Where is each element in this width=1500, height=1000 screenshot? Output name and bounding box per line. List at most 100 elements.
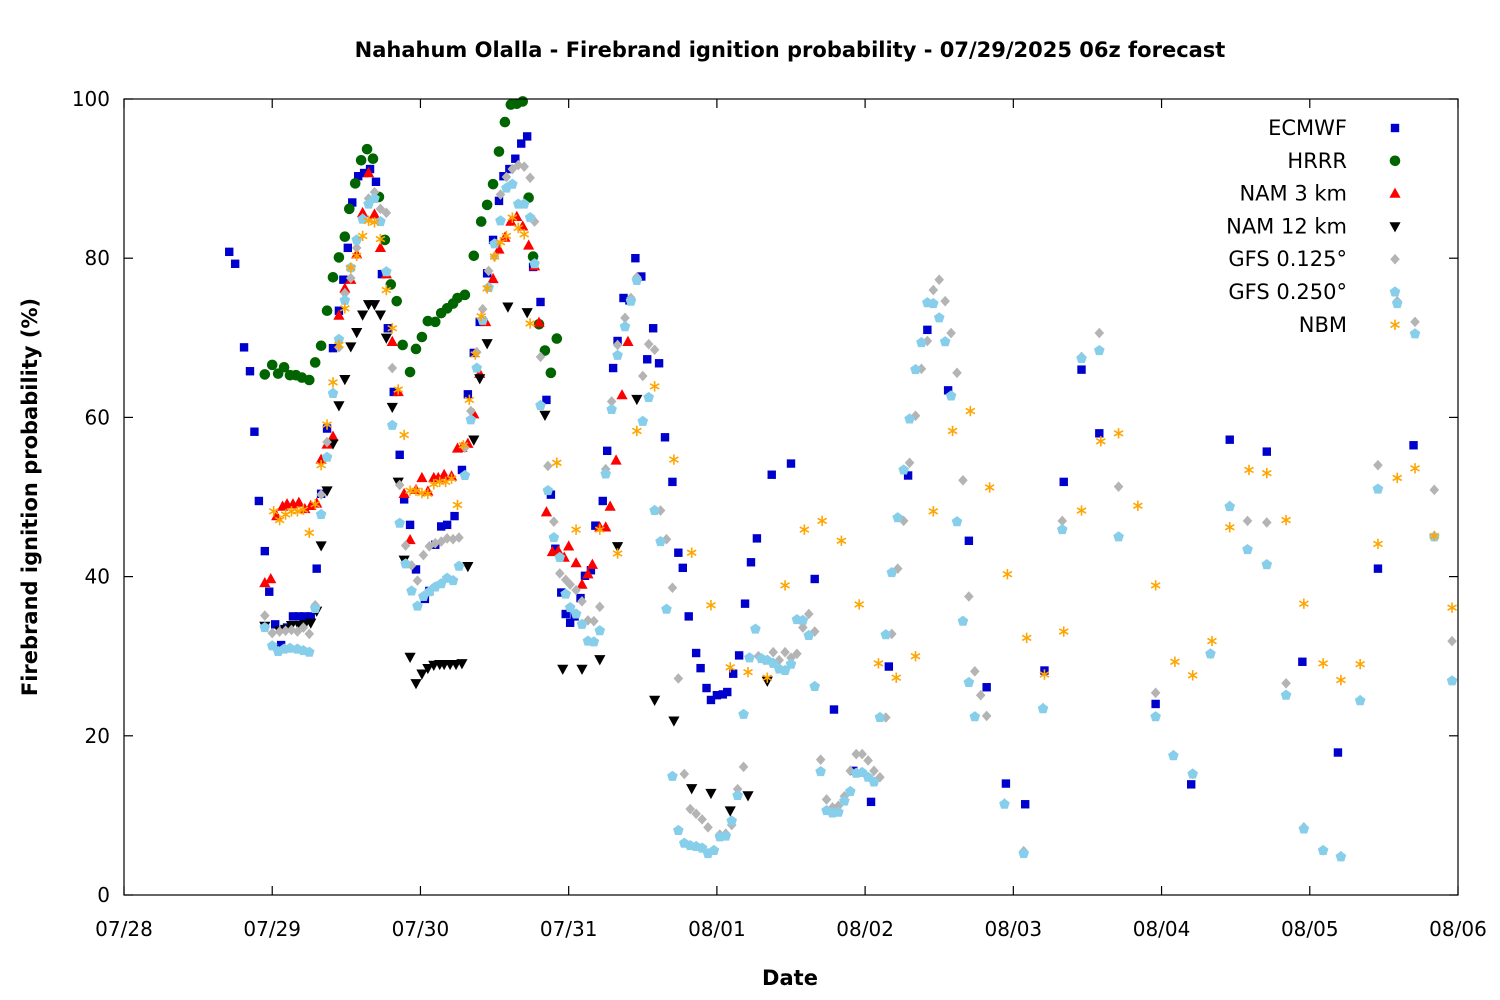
data-point — [383, 324, 393, 333]
data-point — [643, 355, 652, 364]
data-point — [254, 496, 264, 506]
data-point — [1410, 463, 1420, 474]
data-point — [345, 342, 357, 353]
legend-item: ECMWF — [1268, 116, 1400, 140]
data-point — [448, 533, 458, 545]
data-point — [357, 206, 369, 218]
data-point — [1333, 748, 1343, 757]
data-point — [493, 146, 505, 157]
data-point — [1168, 750, 1179, 761]
data-point — [315, 508, 327, 520]
data-point — [1298, 823, 1310, 834]
data-point — [293, 496, 305, 507]
data-point — [422, 488, 433, 500]
data-point — [619, 293, 628, 303]
data-point — [673, 673, 684, 684]
data-point — [1039, 669, 1050, 680]
data-point — [561, 609, 570, 619]
data-point — [975, 689, 986, 701]
asterisk-stroke — [470, 351, 481, 358]
data-point — [649, 695, 661, 706]
data-point — [576, 664, 588, 675]
data-point — [1187, 768, 1199, 779]
data-point — [459, 289, 471, 301]
legend-item: NBM — [1299, 313, 1400, 337]
asterisk-stroke — [495, 238, 506, 246]
asterisk-stroke — [393, 386, 404, 393]
y-tick-label: 60 — [85, 405, 110, 429]
data-point — [712, 691, 722, 700]
data-point — [406, 585, 417, 596]
data-point — [606, 403, 617, 414]
data-point — [684, 612, 693, 621]
data-point — [266, 640, 278, 651]
data-point — [462, 562, 474, 573]
data-point — [1373, 564, 1383, 573]
data-point — [798, 622, 808, 633]
data-point — [250, 427, 259, 436]
data-point — [591, 521, 600, 530]
data-point — [803, 608, 814, 620]
data-point — [969, 711, 981, 722]
asterisk-stroke — [381, 286, 392, 294]
data-point — [404, 652, 416, 663]
data-point — [398, 487, 410, 499]
data-point — [369, 192, 380, 204]
data-point — [1298, 657, 1307, 666]
data-point — [339, 275, 348, 284]
asterisk-stroke — [1021, 634, 1032, 642]
data-point — [375, 233, 386, 245]
data-point — [495, 215, 506, 226]
data-point — [598, 496, 607, 506]
asterisk-stroke — [298, 506, 309, 514]
asterisk-stroke — [965, 407, 976, 415]
data-point — [620, 312, 630, 324]
data-point — [600, 521, 612, 532]
data-point — [540, 506, 553, 517]
data-point — [774, 654, 784, 666]
data-point — [1093, 344, 1105, 356]
data-point — [501, 171, 512, 183]
data-point — [322, 419, 332, 430]
data-point — [349, 178, 361, 189]
asterisk-stroke — [743, 668, 753, 676]
data-point — [637, 370, 648, 382]
data-point — [551, 333, 563, 344]
data-point — [355, 154, 367, 166]
data-point — [306, 612, 315, 621]
data-point — [674, 548, 683, 557]
data-point — [625, 295, 637, 306]
data-point — [1335, 851, 1347, 862]
data-point — [278, 361, 290, 373]
data-point — [565, 618, 575, 627]
data-point — [869, 765, 879, 777]
asterisk-stroke — [428, 480, 439, 488]
asterisk-stroke — [507, 214, 518, 221]
data-point — [786, 459, 796, 468]
data-point — [1225, 435, 1234, 444]
data-point — [1113, 428, 1124, 439]
data-point — [678, 563, 687, 573]
asterisk-stroke — [854, 601, 865, 608]
data-point — [786, 652, 796, 664]
data-point — [1298, 598, 1309, 609]
data-point — [738, 761, 749, 773]
data-point — [1447, 602, 1457, 613]
asterisk-stroke — [1169, 658, 1180, 666]
data-point — [570, 557, 582, 568]
asterisk-stroke — [910, 652, 921, 660]
asterisk-stroke — [458, 441, 469, 449]
data-point — [1150, 580, 1161, 591]
data-point — [321, 305, 333, 317]
data-point — [328, 343, 338, 353]
asterisk-stroke — [1207, 637, 1217, 645]
data-point — [981, 710, 992, 722]
data-point — [947, 425, 958, 437]
data-point — [495, 189, 506, 200]
legend-label: NBM — [1299, 313, 1347, 337]
data-point — [270, 620, 280, 629]
data-point — [554, 568, 565, 579]
data-point — [524, 212, 536, 223]
data-point — [957, 615, 969, 626]
data-point — [943, 386, 953, 395]
